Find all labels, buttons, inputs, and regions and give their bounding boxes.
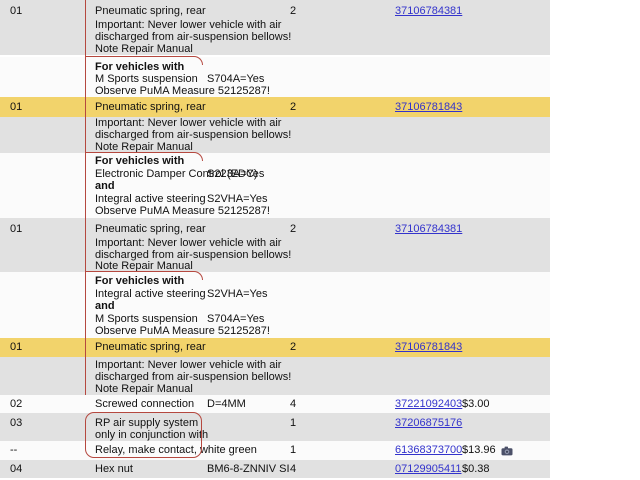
condition-text: Observe PuMA Measure 52125287! xyxy=(95,205,270,217)
part-row-header[interactable]: 01 Pneumatic spring, rear 2 37106784381 xyxy=(0,221,550,237)
quantity: 1 xyxy=(290,417,297,429)
item-number: 01 xyxy=(10,101,23,113)
part-row-header[interactable]: 01 Pneumatic spring, rear 2 37106781843 xyxy=(0,97,550,117)
part-number-link[interactable]: 61368373700 xyxy=(395,444,463,456)
condition-text: Observe PuMA Measure 52125287! xyxy=(95,325,270,337)
part-description: Pneumatic spring, rear xyxy=(95,101,206,113)
part-row[interactable]: -- Relay, make contact, white green 1 61… xyxy=(0,441,550,460)
note-text: Note Repair Manual xyxy=(95,383,193,395)
note-text: Important: Never lower vehicle with air xyxy=(95,19,282,31)
part-row[interactable]: 01 Pneumatic spring, rear 2 37106784381 … xyxy=(0,0,550,57)
condition-conjunction: and xyxy=(95,180,115,192)
note-text: Note Repair Manual xyxy=(95,260,193,272)
supplement-info: BM6-8-ZNNIV SI xyxy=(207,463,290,475)
note-text: Important: Never lower vehicle with air xyxy=(95,359,282,371)
part-number-link[interactable]: 37106784381 xyxy=(395,223,463,235)
condition-text: M Sports suspension xyxy=(95,313,198,325)
condition-heading: For vehicles with xyxy=(95,155,185,167)
part-description: Pneumatic spring, rear xyxy=(95,5,206,17)
quantity: 2 xyxy=(290,5,297,17)
note-block: Important: Never lower vehicle with air … xyxy=(0,357,550,395)
part-number-link[interactable]: 37106784381 xyxy=(395,5,463,17)
vehicle-condition-block: For vehicles with Integral active steeri… xyxy=(0,272,550,338)
part-row-header[interactable]: 01 Pneumatic spring, rear 2 37106784381 xyxy=(0,3,550,19)
option-code: S2VHA=Yes xyxy=(207,193,268,205)
part-row[interactable]: 02 Screwed connection D=4MM 4 3722109240… xyxy=(0,395,550,413)
part-description: Pneumatic spring, rear xyxy=(95,223,206,235)
condition-text: Observe PuMA Measure 52125287! xyxy=(95,85,270,97)
price: $3.00 xyxy=(462,398,490,410)
vehicle-condition-block: For vehicles with M Sports suspension S7… xyxy=(0,57,550,97)
condition-text: M Sports suspension xyxy=(95,73,198,85)
part-number-link[interactable]: 37206875176 xyxy=(395,417,463,429)
quantity: 4 xyxy=(290,463,297,475)
item-number: 04 xyxy=(10,463,23,475)
part-row-header[interactable]: -- Relay, make contact, white green 1 61… xyxy=(0,441,550,460)
part-description: RP air supply system xyxy=(95,417,199,429)
quantity: 2 xyxy=(290,341,297,353)
part-row-header[interactable]: 04 Hex nut BM6-8-ZNNIV SI 4 07129905411 … xyxy=(0,460,550,478)
conjunction-note: only in conjunction with xyxy=(95,429,209,441)
note-text: discharged from air-suspension bellows! xyxy=(95,129,292,141)
part-number-link[interactable]: 37221092403 xyxy=(395,398,463,410)
part-row[interactable]: 03 RP air supply system 1 37206875176 on… xyxy=(0,413,550,441)
part-description: Relay, make contact, white green xyxy=(95,444,257,456)
note-block: Important: Never lower vehicle with air … xyxy=(0,117,550,153)
item-number: 01 xyxy=(10,341,23,353)
note-text: Note Repair Manual xyxy=(95,141,193,153)
condition-conjunction: and xyxy=(95,300,115,312)
part-row[interactable]: 01 Pneumatic spring, rear 2 37106784381 … xyxy=(0,218,550,272)
note-text: Important: Never lower vehicle with air xyxy=(95,237,282,249)
camera-icon[interactable] xyxy=(501,446,513,456)
item-number: 03 xyxy=(10,417,23,429)
quantity: 2 xyxy=(290,223,297,235)
price: $0.38 xyxy=(462,463,490,475)
quantity: 1 xyxy=(290,444,297,456)
part-row-selected[interactable]: 01 Pneumatic spring, rear 2 37106781843 xyxy=(0,97,550,117)
option-code: S704A=Yes xyxy=(207,313,265,325)
part-description: Pneumatic spring, rear xyxy=(95,341,206,353)
price-cell: $0.38 xyxy=(462,460,490,478)
part-row-header[interactable]: 03 RP air supply system 1 37206875176 xyxy=(0,416,550,430)
supplement-info: D=4MM xyxy=(207,398,246,410)
part-description: Hex nut xyxy=(95,463,133,475)
vehicle-condition-block: For vehicles with Electronic Damper Cont… xyxy=(0,153,550,218)
condition-text: Integral active steering xyxy=(95,193,206,205)
part-row-selected[interactable]: 01 Pneumatic spring, rear 2 37106781843 xyxy=(0,338,550,357)
item-number: 01 xyxy=(10,223,23,235)
quantity: 4 xyxy=(290,398,297,410)
price-cell: $3.00 xyxy=(462,395,490,413)
part-row[interactable]: 04 Hex nut BM6-8-ZNNIV SI 4 07129905411 … xyxy=(0,460,550,478)
part-description: Screwed connection xyxy=(95,398,195,410)
part-number-link[interactable]: 37106781843 xyxy=(395,341,463,353)
part-number-link[interactable]: 07129905411 xyxy=(395,463,462,475)
condition-text: Integral active steering xyxy=(95,288,206,300)
price: $13.96 xyxy=(462,444,496,456)
condition-text: Electronic Damper Control (EDC) xyxy=(95,168,258,180)
part-number-link[interactable]: 37106781843 xyxy=(395,101,463,113)
item-number: 02 xyxy=(10,398,23,410)
condition-heading: For vehicles with xyxy=(95,61,185,73)
option-code: S223A=Yes xyxy=(207,168,265,180)
option-code: S704A=Yes xyxy=(207,73,265,85)
note-text: discharged from air-suspension bellows! xyxy=(95,31,292,43)
condition-heading: For vehicles with xyxy=(95,275,185,287)
option-code: S2VHA=Yes xyxy=(207,288,268,300)
price-cell: $13.96 xyxy=(462,441,513,460)
item-number: 01 xyxy=(10,5,23,17)
parts-table: 01 Pneumatic spring, rear 2 37106784381 … xyxy=(0,0,550,478)
part-row-header[interactable]: 02 Screwed connection D=4MM 4 3722109240… xyxy=(0,395,550,413)
quantity: 2 xyxy=(290,101,297,113)
item-number: -- xyxy=(10,444,18,456)
note-text: discharged from air-suspension bellows! xyxy=(95,371,292,383)
note-text: Note Repair Manual xyxy=(95,43,193,55)
part-row-header[interactable]: 01 Pneumatic spring, rear 2 37106781843 xyxy=(0,338,550,357)
note-text: discharged from air-suspension bellows! xyxy=(95,249,292,261)
note-text: Important: Never lower vehicle with air xyxy=(95,117,282,129)
